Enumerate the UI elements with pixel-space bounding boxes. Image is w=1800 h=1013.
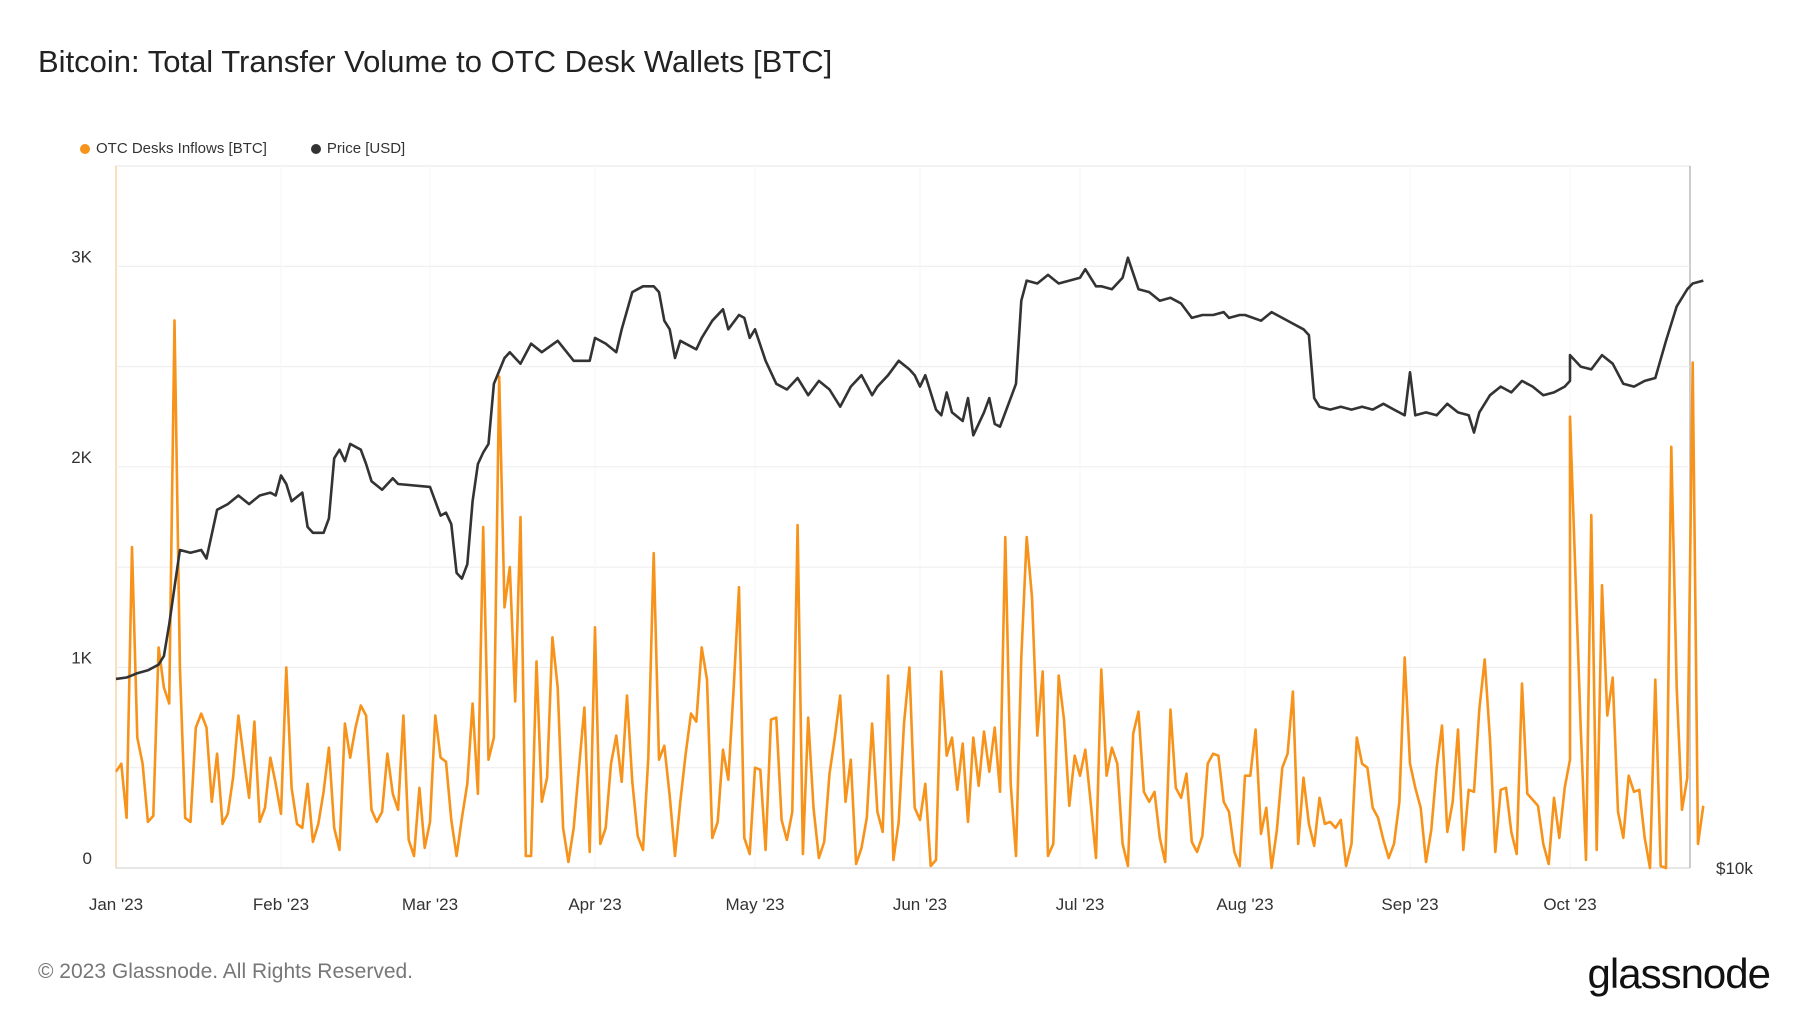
x-tick-label: Feb '23: [253, 895, 309, 914]
chart-title: Bitcoin: Total Transfer Volume to OTC De…: [38, 44, 833, 79]
series-line-price: [115, 256, 1704, 681]
y-tick-label: 0: [83, 849, 92, 868]
legend-dot-dark: [310, 143, 321, 154]
x-tick-label: Mar '23: [402, 895, 458, 914]
legend-label-otc-inflows: OTC Desks Inflows [BTC]: [96, 140, 267, 157]
x-tick-label: May '23: [726, 895, 785, 914]
y-tick-label: 2K: [71, 448, 92, 467]
x-tick-label: Oct '23: [1543, 895, 1596, 914]
legend-dot-orange: [80, 143, 90, 154]
legend-item-price[interactable]: Price [USD]: [310, 140, 406, 157]
x-tick-label: Jun '23: [893, 895, 947, 914]
glassnode-logo: glassnode: [1587, 950, 1771, 997]
chart-legend: OTC Desks Inflows [BTC] Price [USD]: [80, 140, 405, 157]
x-tick-label: Jul '23: [1056, 895, 1105, 914]
x-tick-label: Sep '23: [1381, 895, 1438, 914]
copyright-footer: © 2023 Glassnode. All Rights Reserved.: [38, 960, 414, 983]
x-tick-label: Jan '23: [89, 895, 143, 914]
y-tick-label: 3K: [71, 247, 92, 266]
y-right-tick-label: $10k: [1716, 859, 1753, 878]
series-line-otc-inflows: [114, 319, 1705, 870]
x-tick-label: Aug '23: [1216, 895, 1273, 914]
y-tick-label: 1K: [71, 648, 92, 667]
x-tick-label: Apr '23: [568, 895, 621, 914]
legend-label-price: Price [USD]: [326, 140, 406, 157]
legend-item-otc-inflows[interactable]: OTC Desks Inflows [BTC]: [80, 140, 267, 157]
